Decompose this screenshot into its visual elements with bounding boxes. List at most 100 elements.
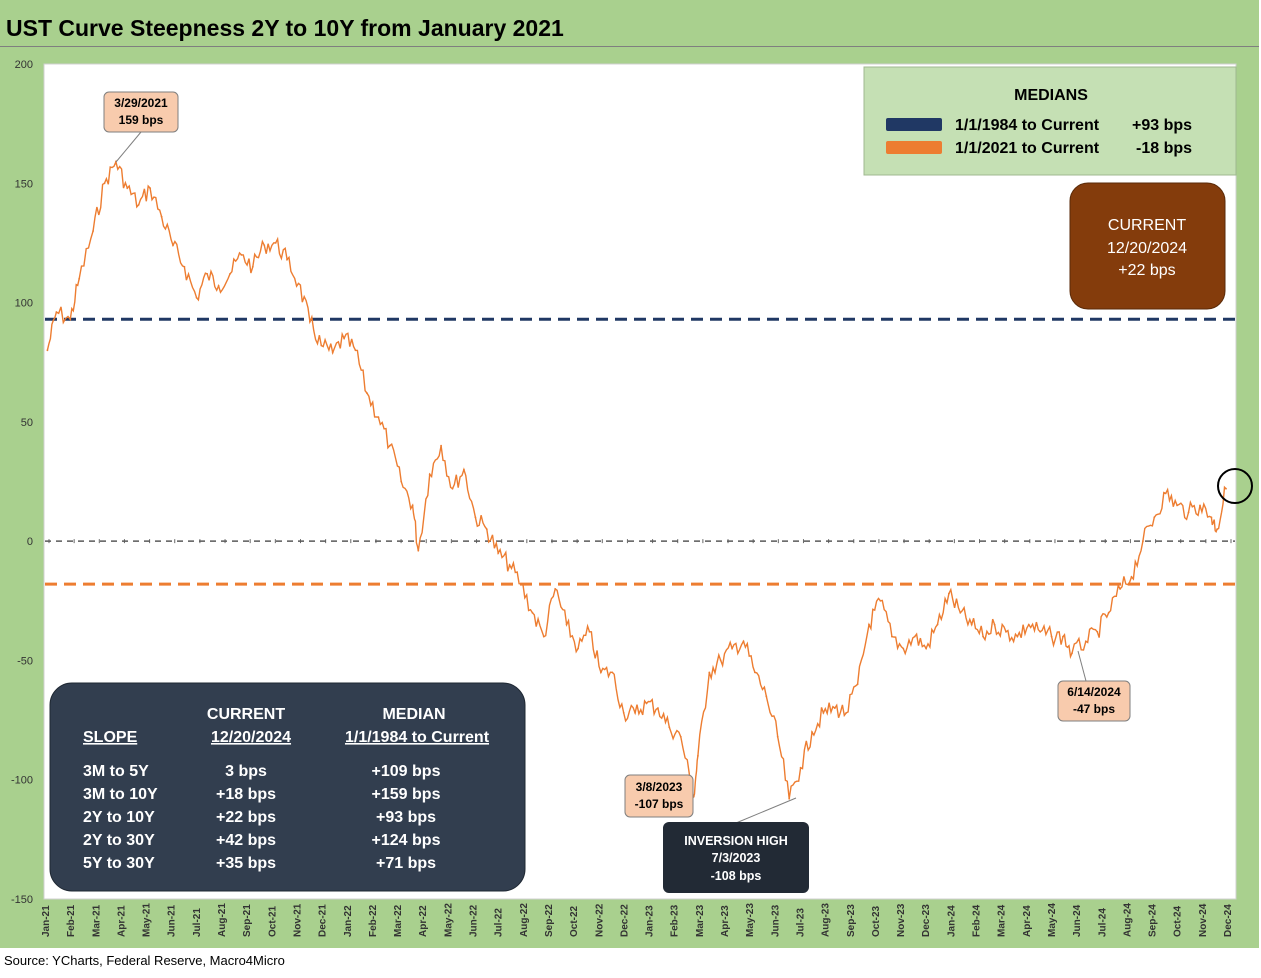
x-tick-label: Nov-21 [292, 903, 303, 937]
callout-june-2024 [1057, 680, 1131, 722]
series-point [822, 712, 825, 714]
series-point [1176, 504, 1178, 507]
series-point [982, 635, 984, 638]
chart-title: UST Curve Steepness 2Y to 10Y from Janua… [6, 15, 564, 41]
series-point [959, 611, 962, 614]
x-tick-label: Aug-24 [1122, 903, 1133, 937]
series-point [1062, 635, 1064, 638]
x-tick-label: Mar-22 [393, 904, 404, 937]
series-point [925, 647, 927, 650]
series-point [440, 444, 442, 447]
series-point [229, 273, 231, 275]
series-point [891, 635, 893, 638]
table-cell-current: +42 bps [216, 832, 276, 849]
x-tick-label: Jun-24 [1072, 904, 1083, 937]
x-tick-label: Mar-23 [695, 904, 706, 937]
table-header-current: CURRENT [207, 706, 285, 723]
series-point [195, 296, 198, 299]
series-point [126, 187, 129, 190]
table-cell-slope: 3M to 5Y [83, 763, 149, 780]
series-point [1164, 492, 1167, 495]
table-cell-median: +71 bps [376, 855, 436, 872]
x-tick-label: Apr-24 [1022, 905, 1033, 937]
series-point [160, 215, 163, 218]
x-tick-label: Jul-24 [1097, 908, 1108, 937]
series-point [868, 623, 870, 626]
series-point [845, 712, 848, 714]
series-point [103, 182, 106, 185]
series-point [754, 671, 756, 674]
x-tick-label: Jul-22 [494, 908, 505, 937]
series-point [542, 635, 545, 638]
series-point [811, 731, 813, 733]
series-point [708, 671, 711, 674]
y-tick-label: 150 [15, 178, 33, 190]
series-point [600, 671, 602, 674]
series-point [1050, 635, 1053, 638]
table-cell-slope: 3M to 10Y [83, 786, 158, 803]
inversion-high-value: -108 bps [711, 869, 762, 883]
series-point [799, 766, 802, 769]
x-tick-label: Jun-22 [469, 904, 480, 937]
series-point [520, 583, 522, 585]
x-tick-label: Sep-22 [544, 904, 555, 937]
x-tick-label: Mar-21 [91, 904, 102, 937]
x-tick-label: Feb-24 [972, 904, 983, 937]
series-point [657, 707, 659, 709]
x-tick-label: Oct-21 [267, 905, 278, 937]
x-tick-label: Nov-24 [1198, 903, 1209, 937]
series-point [1084, 640, 1087, 643]
x-tick-label: Feb-21 [66, 904, 77, 937]
legend-swatch-1984 [886, 118, 942, 131]
series-point [776, 735, 779, 738]
series-point [69, 318, 72, 321]
series-point [263, 244, 266, 247]
series-point [474, 516, 477, 519]
series-point [856, 683, 859, 686]
series-point [451, 487, 454, 490]
callout-peak [103, 91, 179, 133]
series-point [1210, 516, 1213, 519]
series-point [428, 473, 431, 476]
series-point [240, 254, 243, 256]
series-point [1225, 487, 1227, 490]
series-point [400, 480, 403, 483]
series-point [1096, 630, 1099, 633]
x-tick-label: Apr-22 [418, 905, 429, 937]
x-tick-label: May-22 [443, 903, 454, 937]
callout-march-2023-date: 3/8/2023 [636, 780, 683, 794]
series-point [343, 337, 345, 340]
series-point [554, 588, 557, 590]
legend-value-2021: -18 bps [1136, 140, 1192, 157]
series-point [320, 344, 323, 347]
x-tick-label: Mar-24 [997, 904, 1008, 937]
x-tick-label: Sep-23 [846, 904, 857, 937]
series-point [788, 797, 791, 800]
series-point [485, 528, 488, 531]
series-point [411, 504, 414, 507]
x-tick-label: Dec-22 [619, 904, 630, 937]
series-point [765, 695, 768, 698]
table-cell-median: +124 bps [372, 832, 441, 849]
series-point [936, 623, 939, 626]
series-point [137, 203, 140, 206]
series-point [297, 282, 300, 285]
series-point [948, 592, 950, 595]
x-tick-label: Jul-23 [795, 908, 806, 937]
table-cell-current: +35 bps [216, 855, 276, 872]
x-tick-label: Sep-24 [1148, 904, 1159, 937]
table-cell-current: 3 bps [225, 763, 267, 780]
series-point [417, 549, 420, 552]
series-point [993, 623, 996, 626]
table-cell-median: +109 bps [372, 763, 441, 780]
x-tick-label: Jul-21 [192, 908, 203, 937]
x-tick-label: Oct-22 [569, 905, 580, 937]
current-box-value: +22 bps [1118, 262, 1175, 279]
x-tick-label: Jan-24 [946, 905, 957, 937]
series-point [183, 265, 186, 268]
title-divider [0, 46, 1259, 47]
x-tick-label: Feb-22 [368, 904, 379, 937]
series-point [588, 630, 591, 633]
x-tick-label: Nov-23 [896, 903, 907, 937]
